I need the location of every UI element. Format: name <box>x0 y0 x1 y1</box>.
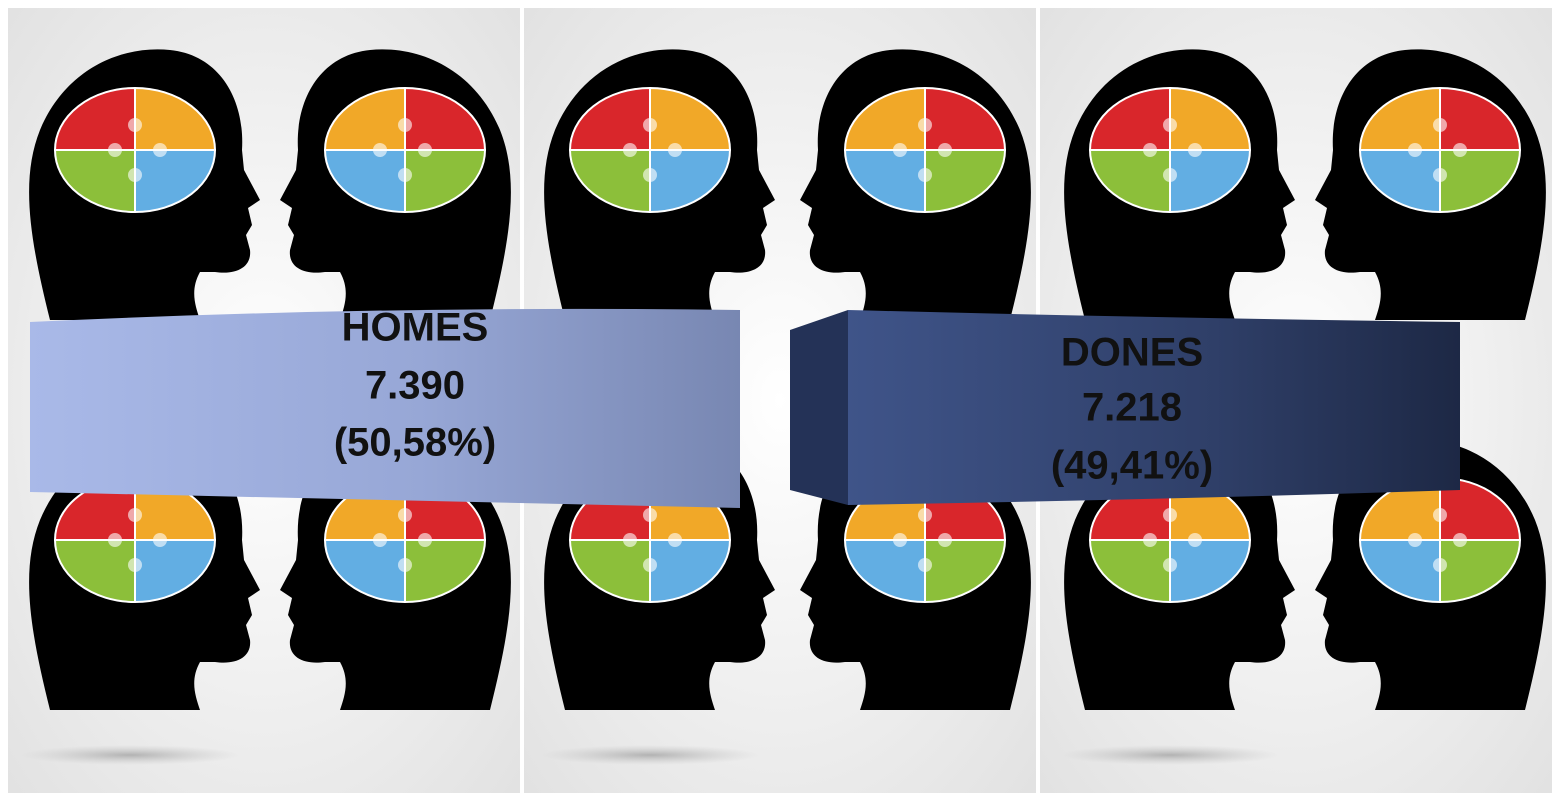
box <box>848 310 1460 505</box>
group-count: 7.218 <box>1082 386 1182 430</box>
head-shadows <box>20 745 1280 765</box>
group-share: (49,41%) <box>1051 444 1213 488</box>
women-box: DONES 7.218 (49,41%) <box>790 310 1460 505</box>
box-side <box>790 310 848 505</box>
group-share: (50,58%) <box>334 421 496 465</box>
group-label: DONES <box>1061 331 1203 375</box>
group-count: 7.390 <box>365 364 465 408</box>
group-label: HOMES <box>342 306 489 350</box>
box <box>30 308 740 508</box>
men-box: HOMES 7.390 (50,58%) <box>30 306 740 508</box>
